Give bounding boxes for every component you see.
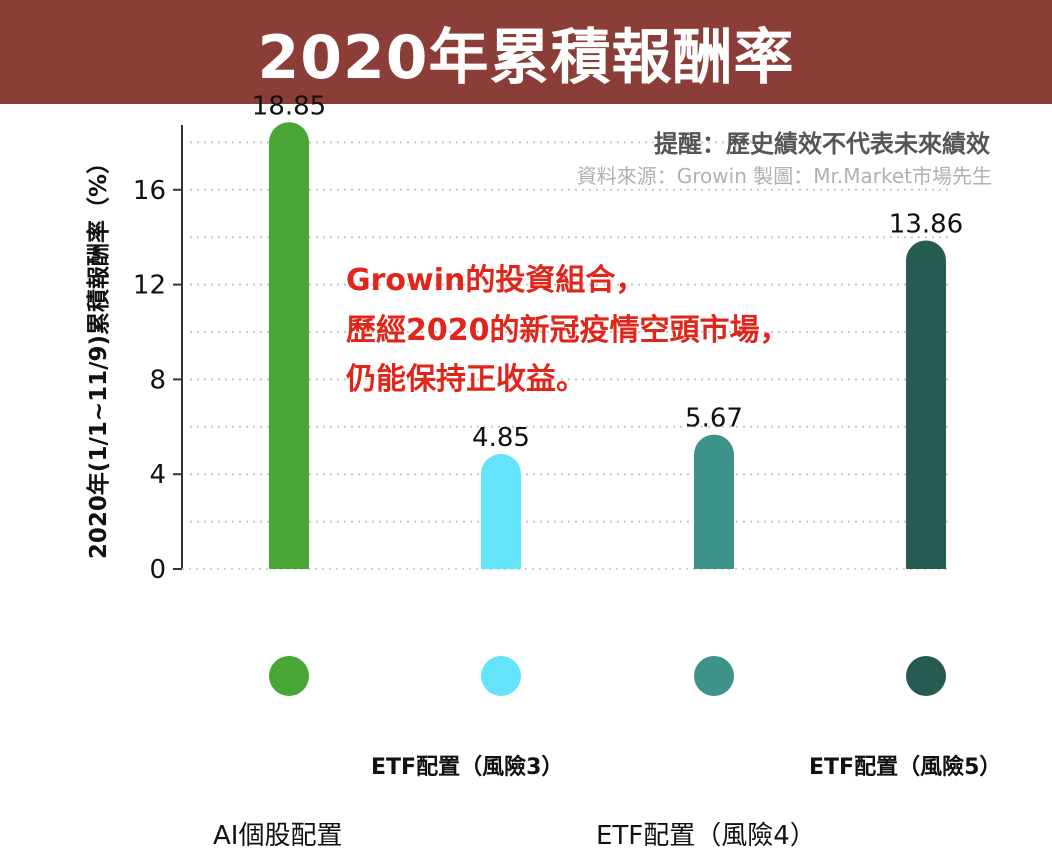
legend-dots: [269, 656, 946, 696]
y-tick-label: 12: [133, 271, 166, 301]
legend-dot: [694, 656, 734, 696]
bar: [269, 122, 309, 570]
y-tick-label: 16: [133, 176, 166, 206]
y-axis-label: 2020年(1/1~11/9)累積報酬率（%）: [85, 151, 112, 559]
source-note: 資料來源：Growin 製圖：Mr.Market市場先生: [577, 164, 992, 188]
y-tick-label: 8: [149, 365, 166, 395]
annotation-line-3: 仍能保持正收益。: [346, 362, 586, 397]
category-label-etf-risk3: ETF配置（風險3）: [371, 755, 564, 780]
annotation-line-2: 歷經2020的新冠疫情空頭市場，: [346, 313, 790, 348]
bar: [694, 434, 734, 569]
category-label-etf-risk5: ETF配置（風險5）: [809, 755, 1002, 780]
value-label: 5.67: [685, 404, 743, 434]
y-axis: 0 4 8 12 16: [133, 125, 948, 585]
title-banner: 2020年累積報酬率: [0, 0, 1052, 104]
legend-dot: [906, 656, 946, 696]
legend-dot: [269, 656, 309, 696]
value-labels: 18.85 4.85 5.67 13.86: [252, 91, 963, 453]
value-label: 4.85: [472, 423, 530, 453]
y-tick-label: 0: [149, 555, 166, 585]
value-label: 18.85: [252, 91, 326, 121]
legend-dot: [481, 656, 521, 696]
value-label: 13.86: [889, 210, 963, 240]
y-tick-label: 4: [149, 460, 166, 490]
page-title: 2020年累積報酬率: [257, 22, 795, 93]
category-label-etf-risk4: ETF配置（風險4）: [596, 821, 816, 851]
grid-lines: [190, 141, 948, 523]
annotation: Growin的投資組合， 歷經2020的新冠疫情空頭市場， 仍能保持正收益。: [346, 263, 790, 397]
reminder-note: 提醒：歷史績效不代表未來績效: [654, 130, 990, 158]
annotation-line-1: Growin的投資組合，: [346, 263, 645, 298]
bar: [481, 454, 521, 569]
category-label-ai: AI個股配置: [213, 821, 343, 851]
bars: [269, 122, 946, 570]
bar: [906, 240, 946, 570]
